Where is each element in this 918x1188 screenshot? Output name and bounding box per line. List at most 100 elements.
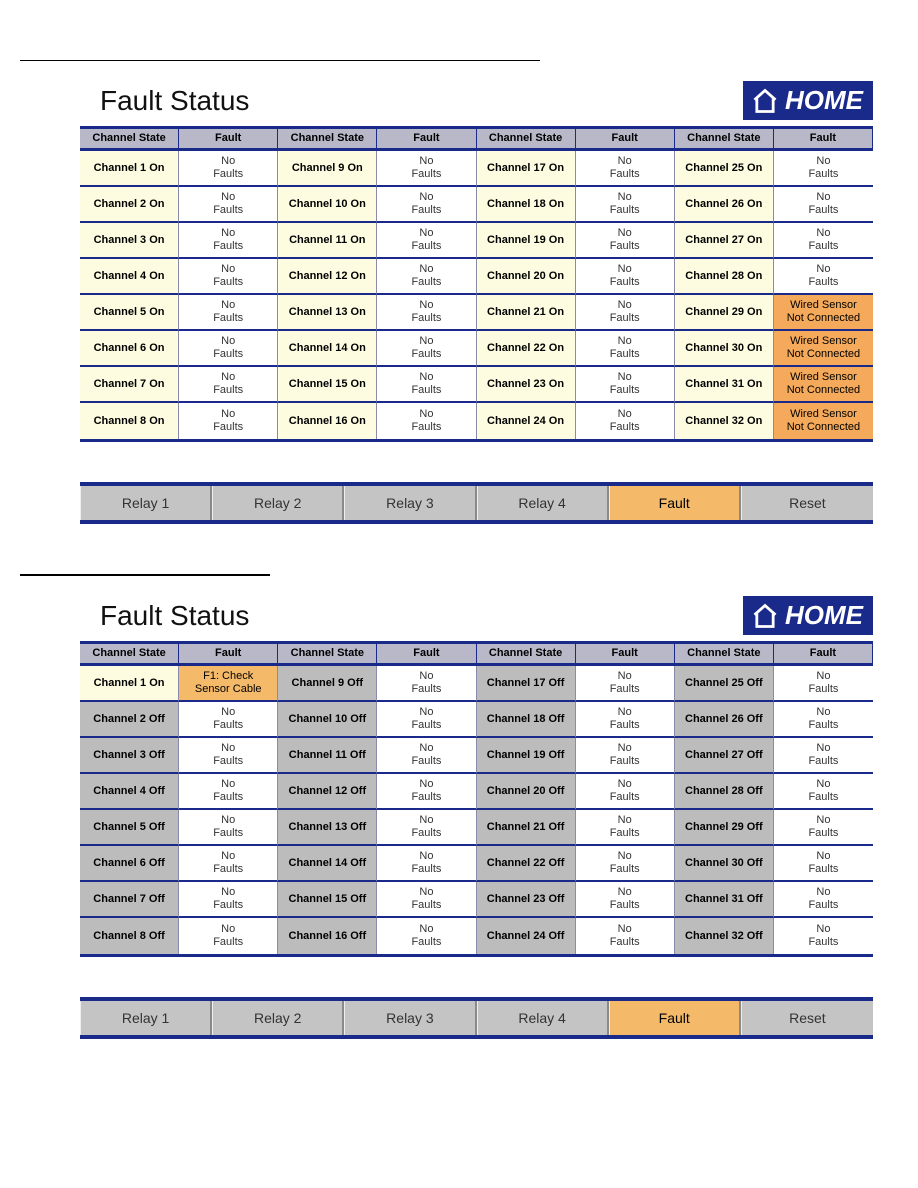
fault-cell: NoFaults — [576, 702, 675, 738]
fault-cell: NoFaults — [774, 882, 873, 918]
fault-cell: NoFaults — [179, 882, 278, 918]
channel-state-cell: Channel 30 On — [675, 331, 774, 367]
fault-cell: NoFaults — [774, 223, 873, 259]
fault-cell: NoFaults — [377, 882, 476, 918]
column-header: Channel State — [675, 644, 774, 666]
fault-table: Channel StateFaultChannel StateFaultChan… — [80, 126, 873, 442]
channel-state-cell: Channel 6 On — [80, 331, 179, 367]
channel-state-cell: Channel 14 Off — [278, 846, 377, 882]
channel-state-cell: Channel 12 On — [278, 259, 377, 295]
channel-state-cell: Channel 22 On — [477, 331, 576, 367]
channel-state-cell: Channel 28 On — [675, 259, 774, 295]
channel-state-cell: Channel 9 Off — [278, 666, 377, 702]
channel-state-cell: Channel 29 Off — [675, 810, 774, 846]
fault-cell: NoFaults — [774, 666, 873, 702]
fault-cell: NoFaults — [377, 738, 476, 774]
fault-cell: NoFaults — [179, 846, 278, 882]
home-button[interactable]: HOME — [743, 81, 873, 120]
fault-cell: NoFaults — [179, 331, 278, 367]
channel-state-cell: Channel 31 Off — [675, 882, 774, 918]
fault-cell: NoFaults — [774, 810, 873, 846]
channel-state-cell: Channel 3 On — [80, 223, 179, 259]
fault-cell: NoFaults — [576, 810, 675, 846]
fault-cell: NoFaults — [377, 331, 476, 367]
channel-state-cell: Channel 22 Off — [477, 846, 576, 882]
channel-state-cell: Channel 25 Off — [675, 666, 774, 702]
relay-2-button[interactable]: Relay 2 — [212, 1001, 344, 1035]
home-icon — [751, 87, 779, 115]
channel-state-cell: Channel 5 On — [80, 295, 179, 331]
channel-state-cell: Channel 16 On — [278, 403, 377, 439]
channel-state-cell: Channel 8 On — [80, 403, 179, 439]
reset-button[interactable]: Reset — [741, 1001, 873, 1035]
fault-cell: NoFaults — [179, 774, 278, 810]
channel-state-cell: Channel 2 On — [80, 187, 179, 223]
channel-state-cell: Channel 21 On — [477, 295, 576, 331]
channel-state-cell: Channel 23 Off — [477, 882, 576, 918]
fault-cell: NoFaults — [377, 367, 476, 403]
fault-cell: NoFaults — [774, 774, 873, 810]
fault-cell: NoFaults — [774, 151, 873, 187]
channel-state-cell: Channel 10 Off — [278, 702, 377, 738]
fault-cell: NoFaults — [576, 738, 675, 774]
fault-cell: NoFaults — [576, 918, 675, 954]
channel-state-cell: Channel 4 On — [80, 259, 179, 295]
fault-cell: NoFaults — [377, 151, 476, 187]
fault-table: Channel StateFaultChannel StateFaultChan… — [80, 641, 873, 957]
fault-button[interactable]: Fault — [609, 486, 741, 520]
channel-state-cell: Channel 18 Off — [477, 702, 576, 738]
reset-button[interactable]: Reset — [741, 486, 873, 520]
column-header: Fault — [179, 129, 278, 151]
fault-cell: NoFaults — [377, 403, 476, 439]
column-header: Fault — [774, 129, 873, 151]
fault-cell: NoFaults — [179, 295, 278, 331]
relay-3-button[interactable]: Relay 3 — [344, 486, 476, 520]
button-bar: Relay 1Relay 2Relay 3Relay 4FaultReset — [80, 482, 873, 524]
fault-cell: Wired SensorNot Connected — [774, 295, 873, 331]
fault-cell: NoFaults — [576, 151, 675, 187]
fault-cell: NoFaults — [576, 187, 675, 223]
relay-1-button[interactable]: Relay 1 — [80, 1001, 212, 1035]
channel-state-cell: Channel 19 Off — [477, 738, 576, 774]
fault-cell: NoFaults — [576, 774, 675, 810]
relay-4-button[interactable]: Relay 4 — [477, 1001, 609, 1035]
relay-2-button[interactable]: Relay 2 — [212, 486, 344, 520]
channel-state-cell: Channel 24 Off — [477, 918, 576, 954]
relay-3-button[interactable]: Relay 3 — [344, 1001, 476, 1035]
column-header: Channel State — [477, 644, 576, 666]
fault-button[interactable]: Fault — [609, 1001, 741, 1035]
fault-cell: NoFaults — [179, 810, 278, 846]
home-icon — [751, 602, 779, 630]
channel-state-cell: Channel 19 On — [477, 223, 576, 259]
channel-state-cell: Channel 17 On — [477, 151, 576, 187]
channel-state-cell: Channel 15 Off — [278, 882, 377, 918]
channel-state-cell: Channel 1 On — [80, 666, 179, 702]
channel-state-cell: Channel 23 On — [477, 367, 576, 403]
channel-state-cell: Channel 20 Off — [477, 774, 576, 810]
fault-cell: NoFaults — [576, 882, 675, 918]
section-rule — [20, 60, 540, 61]
fault-cell: NoFaults — [377, 187, 476, 223]
button-bar: Relay 1Relay 2Relay 3Relay 4FaultReset — [80, 997, 873, 1039]
relay-1-button[interactable]: Relay 1 — [80, 486, 212, 520]
channel-state-cell: Channel 20 On — [477, 259, 576, 295]
column-header: Channel State — [80, 644, 179, 666]
home-button[interactable]: HOME — [743, 596, 873, 635]
column-header: Channel State — [278, 129, 377, 151]
column-header: Channel State — [80, 129, 179, 151]
fault-cell: NoFaults — [179, 702, 278, 738]
fault-cell: NoFaults — [377, 295, 476, 331]
column-header: Channel State — [477, 129, 576, 151]
channel-state-cell: Channel 31 On — [675, 367, 774, 403]
relay-4-button[interactable]: Relay 4 — [477, 486, 609, 520]
fault-cell: NoFaults — [576, 403, 675, 439]
fault-cell: NoFaults — [179, 738, 278, 774]
channel-state-cell: Channel 4 Off — [80, 774, 179, 810]
channel-state-cell: Channel 21 Off — [477, 810, 576, 846]
fault-cell: NoFaults — [377, 259, 476, 295]
fault-cell: NoFaults — [179, 367, 278, 403]
channel-state-cell: Channel 6 Off — [80, 846, 179, 882]
fault-cell: NoFaults — [377, 810, 476, 846]
channel-state-cell: Channel 26 Off — [675, 702, 774, 738]
column-header: Fault — [576, 129, 675, 151]
